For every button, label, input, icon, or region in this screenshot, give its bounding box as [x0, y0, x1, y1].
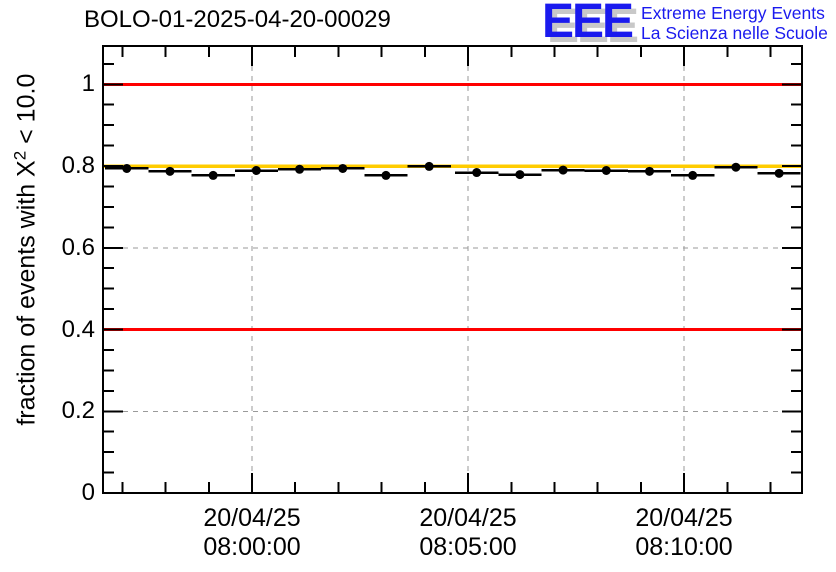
plot-frame	[102, 45, 803, 494]
y-tick-label: 0.8	[61, 152, 95, 179]
data-point-marker	[424, 161, 434, 171]
data-point-marker	[601, 166, 611, 176]
y-tick-label: 0.2	[61, 397, 95, 425]
data-point-marker	[558, 165, 568, 175]
y-tick-label: 0.4	[61, 315, 95, 343]
eee-logo: EEE Extreme Energy Events La Scienza nel…	[542, 0, 828, 48]
data-point-marker	[381, 170, 391, 180]
y-tick-label: 0	[81, 479, 95, 506]
y-axis-title-sup: 2	[10, 151, 30, 161]
data-point-marker	[122, 163, 132, 173]
data-point-marker	[208, 170, 218, 180]
x-tick-label: 20/04/25 08:05:00	[419, 504, 517, 561]
data-point-marker	[774, 168, 784, 178]
eee-logo-text: Extreme Energy Events La Scienza nelle S…	[632, 0, 828, 43]
data-point-marker	[472, 168, 482, 178]
x-tick-label: 20/04/25 08:00:00	[203, 504, 301, 561]
data-point-marker	[644, 166, 654, 176]
data-point-marker	[515, 170, 525, 180]
eee-logo-letters: EEE	[542, 0, 634, 48]
page-title: BOLO-01-2025-04-20-00029	[84, 6, 391, 33]
data-point-marker	[251, 166, 261, 176]
data-point-marker	[338, 163, 348, 173]
y-axis-title-pre: fraction of events with X	[12, 160, 41, 427]
data-point-marker	[295, 164, 305, 174]
data-point-marker	[165, 166, 175, 176]
y-tick-label: 1	[81, 70, 95, 98]
eee-logo-line2: La Scienza nelle Scuole	[641, 23, 828, 43]
eee-logo-line1: Extreme Energy Events	[641, 3, 825, 23]
data-point-marker	[688, 170, 698, 180]
y-tick-label: 0.6	[61, 233, 95, 261]
data-point-marker	[731, 162, 741, 172]
x-tick-label: 20/04/25 08:10:00	[635, 504, 733, 561]
